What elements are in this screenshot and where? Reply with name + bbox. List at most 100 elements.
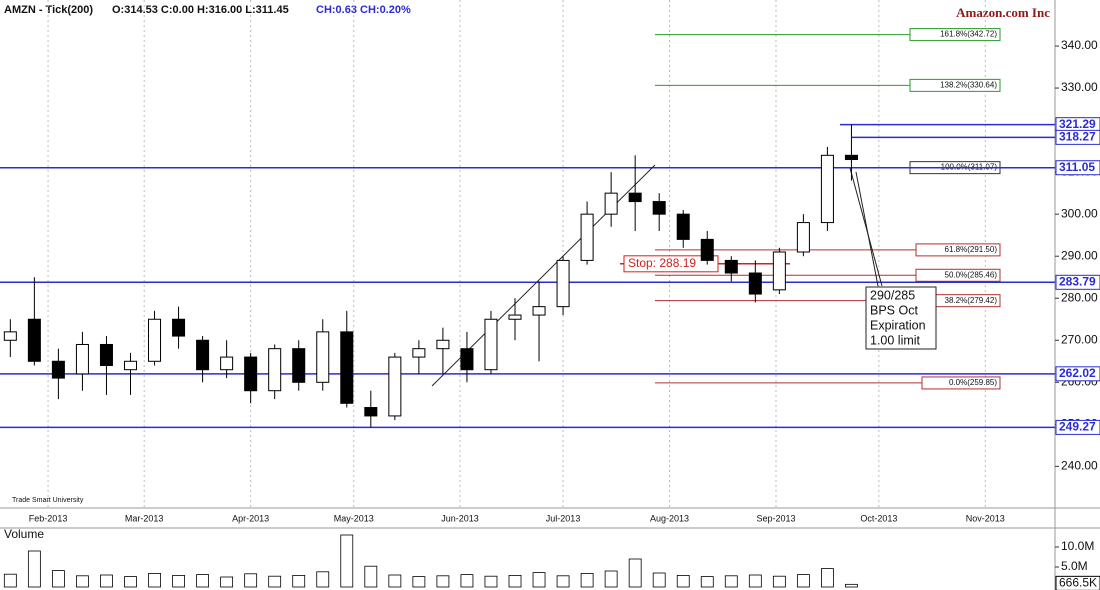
volume-bar <box>316 571 330 588</box>
level-label: 283.79 <box>1059 274 1096 288</box>
volume-bar <box>772 575 786 588</box>
level-label: 262.02 <box>1059 366 1096 380</box>
candle-body <box>220 356 234 371</box>
change: CH:0.63 CH:0.20% <box>316 4 411 16</box>
volume-bar <box>845 583 858 588</box>
volume-bar <box>556 575 570 588</box>
candle-body <box>316 331 330 383</box>
fib-label-box <box>909 78 1001 92</box>
volume-bar <box>604 570 618 588</box>
volume-bar <box>172 575 185 588</box>
fib-label: 50.0%(285.46) <box>945 270 998 279</box>
x-tick-label: Feb-2013 <box>29 513 68 523</box>
volume-bar <box>484 575 498 588</box>
candle-body <box>796 222 810 253</box>
volume-bar <box>268 575 282 588</box>
level-label-box <box>1055 366 1100 382</box>
volume-bar <box>532 572 546 588</box>
fib-label: 161.8%(342.72) <box>940 30 997 39</box>
x-tick-label: Aug-2013 <box>650 513 689 523</box>
candle-body <box>364 407 378 417</box>
candle-body <box>123 360 138 371</box>
candle-body <box>412 348 426 358</box>
volume-bar <box>388 574 402 588</box>
x-tick-label: Mar-2013 <box>125 513 164 523</box>
fib-label-box <box>909 28 1001 42</box>
candle-body <box>556 259 570 308</box>
candle-body <box>652 201 666 215</box>
candle-body <box>580 213 594 261</box>
candle-body <box>604 192 618 215</box>
x-tick-label: Jul-2013 <box>546 513 581 523</box>
y-tick-label: 280.00 <box>1061 290 1098 304</box>
x-tick-label: Apr-2013 <box>232 513 269 523</box>
candle-body <box>532 306 546 316</box>
candle-body <box>51 360 65 379</box>
company: Amazon.com Inc <box>956 5 1050 20</box>
candle-body <box>724 259 738 274</box>
volume-last-label: 666.5K <box>1059 576 1097 590</box>
volume-tick-label: 5.0M <box>1061 559 1088 573</box>
y-tick-label: 300.00 <box>1061 206 1098 220</box>
fib-label-box <box>915 243 1001 257</box>
y-tick-label: 240.00 <box>1061 459 1098 473</box>
candle-body <box>292 348 306 383</box>
candle-body <box>340 331 354 404</box>
volume-bar <box>220 576 234 588</box>
candle-body <box>196 339 210 371</box>
volume-bar <box>436 575 450 588</box>
x-tick-label: Sep-2013 <box>756 513 795 523</box>
volume-label: Volume <box>4 527 44 541</box>
fib-label-box <box>921 376 1001 390</box>
volume-bar <box>700 576 714 588</box>
y-tick-label: 330.00 <box>1061 80 1098 94</box>
stop-box <box>623 255 719 273</box>
candle-body <box>820 154 834 224</box>
candle-body <box>628 192 642 203</box>
callout-text: 1.00 limit <box>870 333 921 347</box>
candle-body <box>700 238 714 261</box>
volume-bar <box>292 575 306 588</box>
fib-label: 0.0%(259.85) <box>949 378 997 387</box>
level-label-box <box>1055 419 1100 435</box>
candle-body <box>99 343 113 366</box>
x-tick-label: Jun-2013 <box>441 513 479 523</box>
volume-bar <box>412 576 426 588</box>
candle-body <box>244 356 258 392</box>
volume-bar <box>364 565 378 588</box>
volume-bar <box>508 575 522 588</box>
stop-label: Stop: 288.19 <box>628 256 696 270</box>
callout-text: BPS Oct <box>870 303 918 317</box>
candle-body <box>3 331 17 341</box>
volume-last-box <box>1055 575 1100 590</box>
volume-bar <box>124 576 137 588</box>
volume-bar <box>460 574 474 588</box>
volume-bar <box>724 575 738 588</box>
volume-bar <box>3 573 17 588</box>
level-label: 321.29 <box>1059 117 1096 131</box>
y-tick-label: 270.00 <box>1061 332 1098 346</box>
volume-bar <box>196 574 209 588</box>
volume-bar <box>51 570 65 588</box>
callout-box <box>865 286 937 350</box>
candle-body <box>436 339 450 350</box>
volume-bar <box>628 558 642 588</box>
volume-bar <box>676 575 690 588</box>
candle-body <box>27 318 41 362</box>
candle-body <box>508 314 522 320</box>
level-label: 249.27 <box>1059 420 1096 434</box>
quote: O:314.53 C:0.00 H:316.00 L:311.45 <box>112 4 289 16</box>
fib-label: 138.2%(330.64) <box>940 80 997 89</box>
fib-label: 61.8%(291.50) <box>945 245 998 254</box>
candle-body <box>484 318 498 371</box>
x-tick-label: Nov-2013 <box>966 513 1005 523</box>
level-label: 318.27 <box>1059 130 1096 144</box>
volume-bar <box>76 575 89 588</box>
candle-body <box>172 318 186 337</box>
callout-pointer <box>849 167 883 287</box>
x-tick-label: May-2013 <box>334 513 374 523</box>
volume-bar <box>148 573 161 588</box>
candle-body <box>844 154 858 161</box>
volume-bar <box>748 574 762 588</box>
